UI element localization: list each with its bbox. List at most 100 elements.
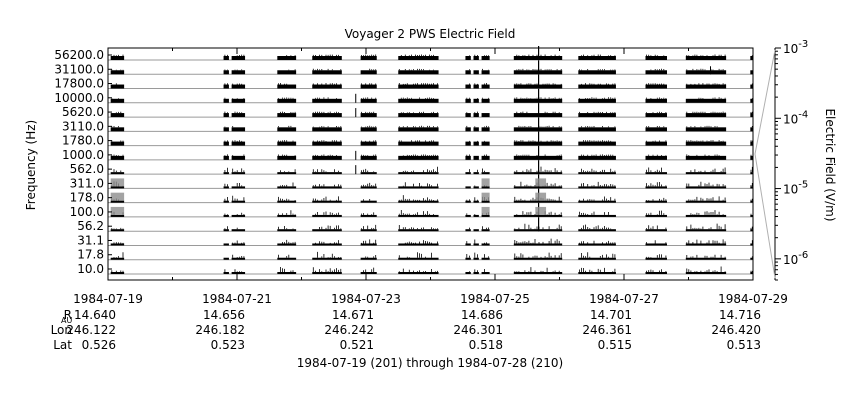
channel-spikes: [224, 213, 228, 215]
channel-spikes: [224, 197, 228, 201]
channel-spikes: [361, 239, 377, 244]
channel-trace: [398, 272, 439, 274]
channel-trace: [750, 214, 753, 217]
y-axis-label: Frequency (Hz): [24, 120, 38, 211]
channel-trace: [578, 200, 616, 203]
channel-spikes: [750, 140, 753, 142]
channel-spikes: [646, 140, 667, 142]
channel-spikes: [484, 242, 487, 244]
activity-burst: [355, 165, 357, 175]
channel-trace: [578, 155, 616, 160]
colorbar-tick-mantissa: 10: [783, 112, 798, 126]
frequency-tick-label: 3110.0: [62, 119, 104, 133]
activity-burst: [538, 160, 540, 175]
channel-trace: [473, 113, 479, 118]
channel-spikes: [686, 83, 726, 85]
channel-trace: [465, 56, 471, 60]
ephemeris-label-lon: Lon: [51, 323, 72, 337]
channel-spikes: [236, 183, 243, 187]
channel-spikes: [646, 269, 667, 272]
channel-trace: [481, 172, 490, 175]
channel-spikes: [474, 252, 478, 258]
channel-trace: [685, 272, 727, 274]
channel-spikes: [686, 154, 720, 156]
activity-burst: [355, 108, 357, 118]
channel-trace: [645, 186, 667, 189]
ephemeris-lat-value: 0.523: [211, 338, 245, 352]
activity-burst: [538, 60, 540, 75]
channel-trace: [360, 155, 377, 160]
colorbar-tick-label: 10-4: [783, 109, 808, 126]
channel-spikes: [646, 97, 667, 99]
channel-spikes: [111, 69, 124, 71]
channel-trace: [398, 56, 439, 60]
channel-trace: [645, 272, 667, 274]
channel-trace: [110, 200, 125, 203]
activity-shade: [535, 206, 547, 215]
channel-spikes: [111, 227, 124, 230]
frequency-tick-label: 10000.0: [54, 91, 104, 105]
ephemeris-lat-value: 0.526: [82, 338, 116, 352]
channel-trace: [398, 243, 439, 246]
channel-spikes: [482, 168, 485, 173]
ephemeris-lon-value: 246.182: [195, 323, 245, 337]
ephemeris-lon-value: 246.361: [582, 323, 632, 337]
channel-spikes: [363, 267, 375, 272]
channel-spikes: [278, 97, 294, 99]
channel-spikes: [234, 111, 243, 114]
channel-spikes: [398, 83, 438, 85]
channel-spikes: [686, 254, 726, 258]
channel-trace: [223, 172, 229, 175]
chart-title: Voyager 2 PWS Electric Field: [345, 27, 516, 41]
channel-trace: [312, 172, 342, 175]
ephemeris-lon-value: 246.301: [453, 323, 503, 337]
channel-spikes: [398, 195, 438, 201]
channel-trace: [645, 141, 667, 146]
channel-spikes: [361, 224, 377, 230]
channel-spikes: [312, 83, 342, 85]
activity-shade: [535, 192, 547, 201]
channel-trace: [360, 141, 377, 146]
channel-trace: [312, 98, 342, 103]
channel-trace: [473, 127, 479, 132]
channel-trace: [360, 214, 377, 217]
channel-trace: [685, 172, 727, 175]
channel-spikes: [113, 252, 124, 258]
channel-trace: [312, 155, 342, 160]
channel-spikes: [750, 198, 753, 201]
channel-spikes: [686, 54, 726, 56]
ephemeris-lon-value: 246.122: [66, 323, 116, 337]
channel-trace: [481, 113, 490, 118]
channel-trace: [645, 113, 667, 118]
channel-trace: [398, 98, 439, 103]
channel-trace: [465, 98, 471, 103]
channel-spikes: [686, 266, 726, 272]
channel-trace: [750, 200, 753, 203]
frequency-tick-label: 562.0: [70, 162, 104, 176]
channel-spikes: [278, 254, 290, 258]
frequency-tick-label: 31100.0: [54, 62, 104, 76]
channel-spikes: [579, 267, 616, 272]
channel-trace: [398, 84, 439, 89]
channel-trace: [750, 127, 753, 132]
channel-spikes: [518, 125, 562, 128]
channel-trace: [473, 243, 479, 246]
channel-trace: [312, 229, 342, 232]
channel-spikes: [750, 166, 753, 173]
channel-spikes: [646, 126, 665, 128]
channel-trace: [750, 186, 753, 189]
channel-spikes: [361, 54, 377, 56]
channel-trace: [750, 172, 753, 175]
ephemeris-label-lat: Lat: [53, 338, 72, 352]
channel-trace: [312, 272, 342, 274]
channel-trace: [223, 127, 229, 132]
channel-trace: [110, 243, 125, 246]
channel-spikes: [686, 111, 726, 114]
channel-trace: [465, 127, 471, 132]
channel-spikes: [278, 196, 296, 201]
channel-spikes: [646, 225, 667, 230]
time-tick-label: 1984-07-21: [202, 292, 272, 306]
channel-spikes: [224, 83, 228, 85]
channel-trace: [312, 70, 342, 75]
channel-trace: [645, 56, 667, 60]
